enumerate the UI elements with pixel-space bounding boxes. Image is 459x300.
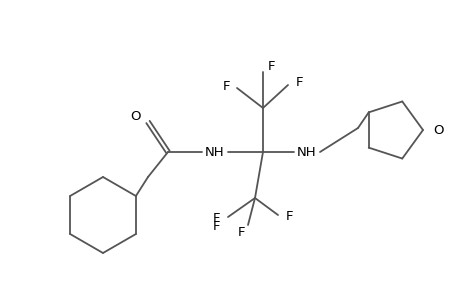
Text: NH: NH (205, 146, 224, 158)
Text: F: F (237, 226, 245, 239)
Text: F: F (285, 211, 293, 224)
Text: O: O (130, 110, 141, 124)
Text: F: F (212, 220, 219, 233)
Text: O: O (432, 124, 442, 136)
Text: F: F (268, 59, 275, 73)
Text: F: F (295, 76, 303, 88)
Text: F: F (212, 212, 219, 226)
Text: NH: NH (297, 146, 316, 158)
Text: F: F (222, 80, 230, 92)
